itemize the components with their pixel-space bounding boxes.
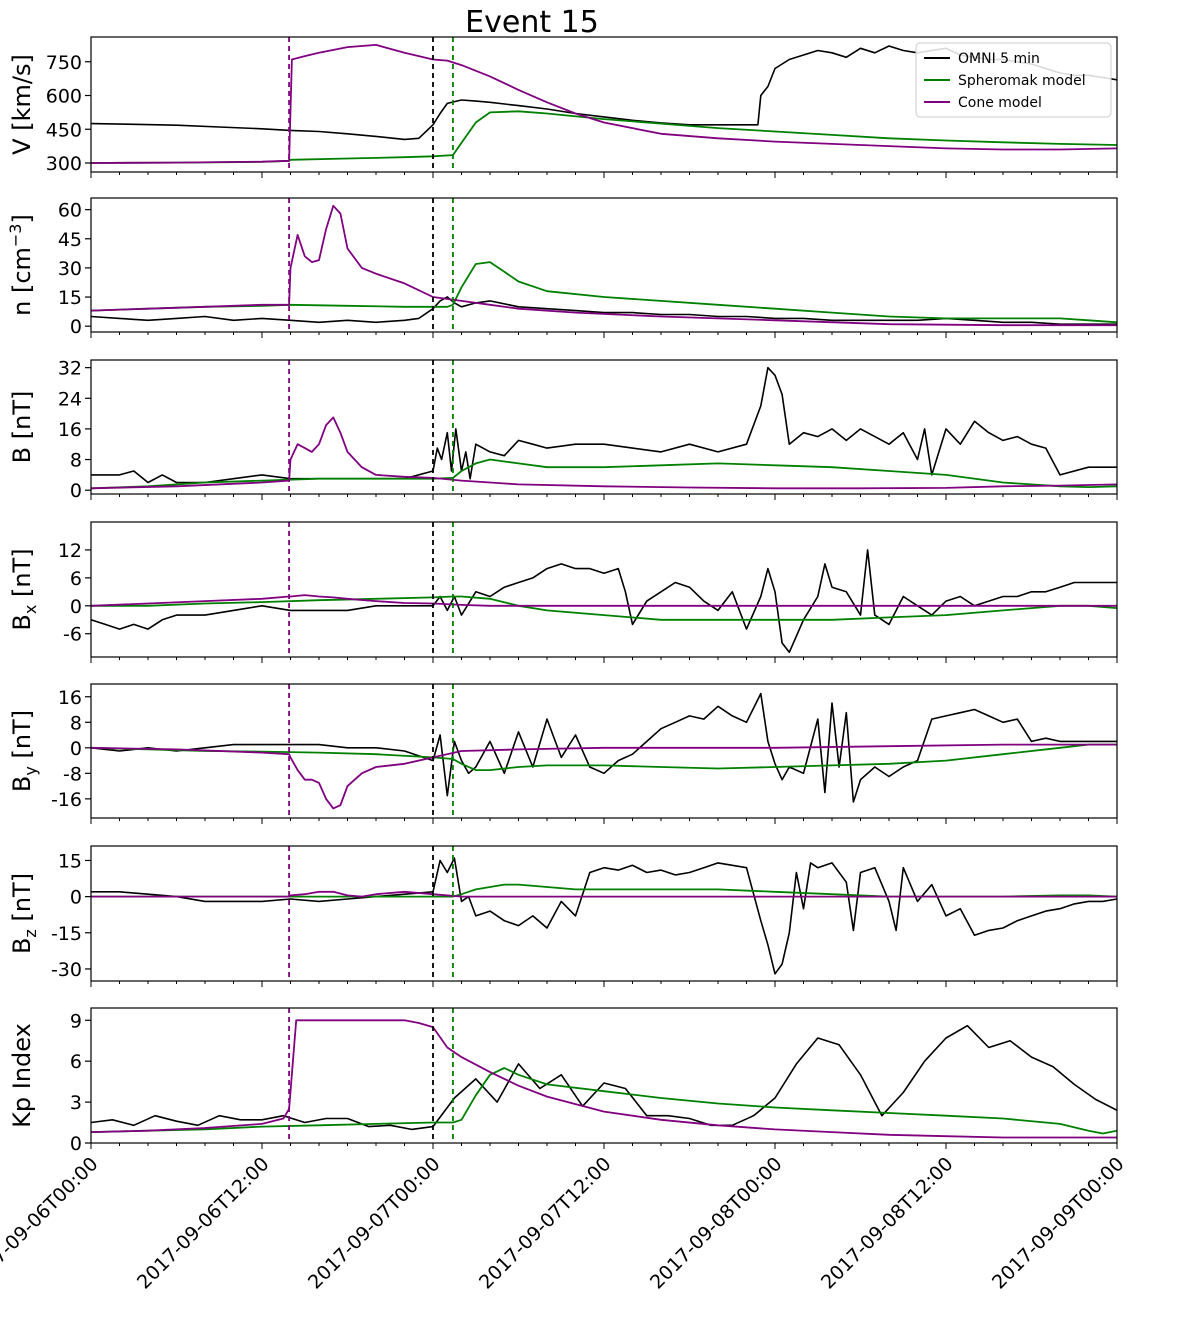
y-tick-label: -15 [51,923,82,945]
series-line-cone-model [91,1019,1117,1139]
y-tick-label: -8 [63,763,82,785]
y-axis-label: By [nT] [8,710,40,792]
series-line-spheromak-model [91,1067,1117,1135]
y-axis-label: n [cm−3] [6,214,36,316]
y-axis-label: V [km/s] [8,54,36,155]
y-tick-label: 9 [70,1010,82,1032]
series-line-spheromak-model [91,595,1117,621]
y-tick-label: 15 [58,850,82,872]
x-tick-label: 2017-09-08T12:00 [817,1153,958,1294]
legend-label: Spheromak model [958,73,1086,89]
y-tick-label: -16 [51,789,82,811]
y-tick-label: 450 [46,119,82,141]
panel-3: 0 8 16 24 32 B [nT] [8,358,1118,502]
y-tick-label: 45 [58,229,82,251]
series-line-spheromak-model [91,110,1117,164]
y-tick-label: 600 [46,86,82,108]
axes-frame [90,521,1118,658]
x-tick-label: 2017-09-07T12:00 [475,1153,616,1294]
panel-7: 0 3 6 9 Kp Index [8,1007,1118,1155]
series-line-omni-5-min [91,857,1117,975]
y-tick-label: 8 [70,450,82,472]
x-tick-label: 2017-09-06T00:00 [0,1153,103,1294]
y-axis-label: B [nT] [8,391,36,464]
panel-4: -6 0 6 12 Bx [nT] [8,521,1118,663]
series-line-cone-model [91,416,1117,490]
axes-frame [90,359,1118,495]
y-tick-label: 0 [70,480,82,502]
y-tick-label: 30 [58,258,82,280]
series-line-omni-5-min [91,1024,1117,1131]
y-tick-label: 0 [70,1133,82,1155]
y-tick-label: 750 [46,52,82,74]
series-line-spheromak-model [91,883,1117,898]
y-tick-label: 32 [58,358,82,380]
series-line-spheromak-model [91,261,1117,324]
y-axis-label: Kp Index [8,1023,36,1128]
x-tick-label: 2017-09-08T00:00 [646,1153,787,1294]
y-tick-label: 16 [58,687,82,709]
series-line-cone-model [91,44,1117,164]
series-line-omni-5-min [91,296,1117,326]
y-tick-label: 12 [58,540,82,562]
series-line-cone-model [91,594,1117,607]
x-tick-label: 2017-09-07T00:00 [304,1153,445,1294]
x-tick-label: 2017-09-06T12:00 [133,1153,274,1294]
y-tick-label: 0 [70,738,82,760]
y-axis-label: Bx [nT] [8,548,40,630]
series-line-omni-5-min [91,549,1117,654]
y-tick-label: 300 [46,153,82,175]
y-tick-label: 60 [58,200,82,222]
y-tick-label: -30 [51,959,82,981]
panel-2: 0 15 30 45 60 n [cm−3] [6,197,1118,338]
x-axis: 2017-09-06T00:00 2017-09-06T12:00 2017-09-… [0,1153,1129,1294]
y-tick-label: 0 [70,887,82,909]
y-tick-label: 6 [70,1051,82,1073]
y-tick-label: 8 [70,712,82,734]
chart-title: Event 15 [465,5,599,40]
panel-5: -16 -8 0 8 16 By [nT] [8,683,1118,824]
legend-label: OMNI 5 min [958,51,1040,67]
y-tick-label: 24 [58,388,82,410]
y-tick-label: -6 [63,624,82,646]
y-tick-label: 16 [58,419,82,441]
y-tick-label: 6 [70,568,82,590]
legend-label: Cone model [958,95,1042,111]
y-tick-label: 15 [58,287,82,309]
series-line-cone-model [91,890,1117,898]
y-tick-label: 0 [70,316,82,338]
panel-1: 300 450 600 750 V [km/s] [8,36,1118,178]
x-tick-label: 2017-09-09T00:00 [988,1153,1129,1294]
y-tick-label: 0 [70,596,82,618]
series-line-cone-model [91,743,1117,810]
y-axis-label: Bz [nT] [8,873,40,954]
legend: OMNI 5 min Spheromak model Cone model [915,42,1112,118]
series-line-spheromak-model [91,458,1117,490]
y-tick-label: 3 [70,1092,82,1114]
legend-box [915,42,1112,118]
series-line-omni-5-min [91,366,1117,484]
panel-6: -30 -15 0 15 Bz [nT] [8,845,1118,987]
series-line-cone-model [91,204,1117,327]
series-line-omni-5-min [91,692,1117,803]
series-line-spheromak-model [91,743,1117,771]
